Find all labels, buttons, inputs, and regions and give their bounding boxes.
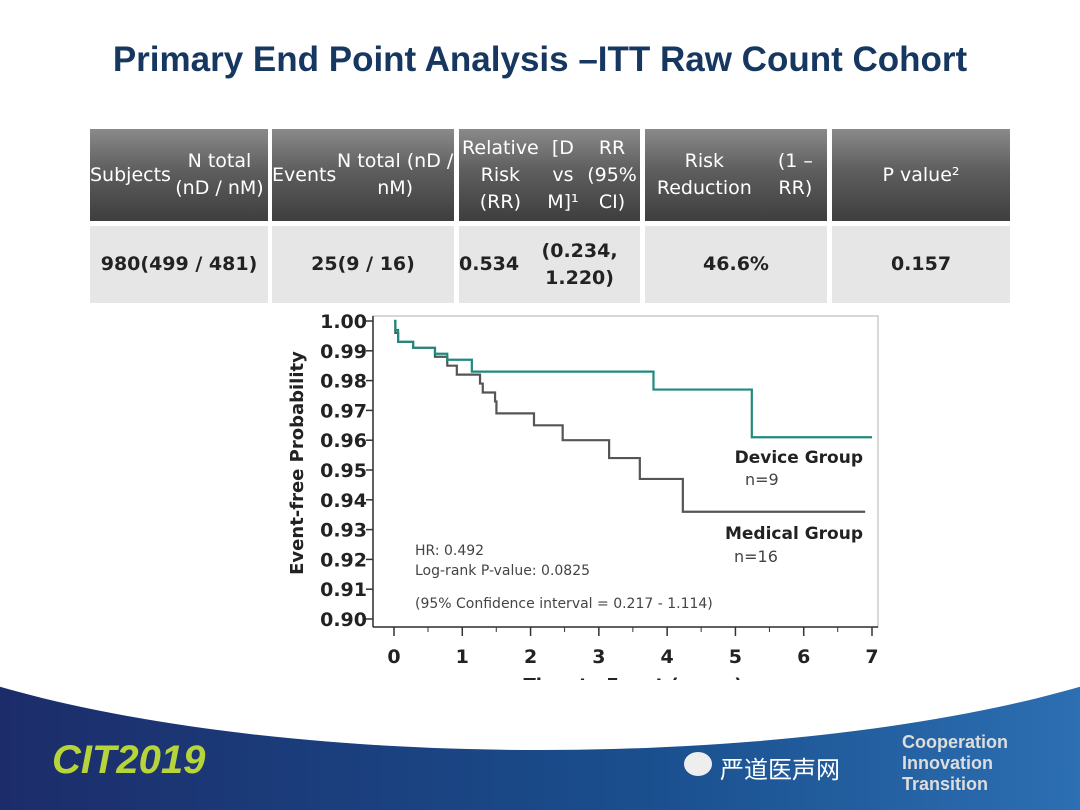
- y-tick-label: 0.90: [320, 609, 367, 631]
- medical-group-line: [394, 319, 866, 513]
- tagline-line: Innovation: [902, 753, 993, 773]
- x-tick-label: 4: [661, 646, 674, 668]
- logrank-annotation: Log-rank P-value: 0.0825: [415, 563, 590, 579]
- y-tick-label: 0.95: [320, 460, 367, 482]
- y-tick-label: 0.99: [320, 341, 367, 363]
- cell-line: (9 / 16): [337, 253, 415, 275]
- header-line: P value²: [882, 163, 960, 186]
- header-line: Relative Risk (RR): [462, 136, 539, 213]
- footer-banner: CIT2019 严道医声网 Cooperation Innovation Tra…: [0, 680, 1080, 810]
- plot-frame: [372, 315, 879, 628]
- y-tick-label: 0.91: [320, 579, 367, 601]
- legend-medical: Medical Group: [725, 524, 863, 544]
- table-cell: 980 (499 / 481): [90, 226, 268, 303]
- x-tick-label: 5: [729, 646, 742, 668]
- table-header: P value²: [832, 129, 1010, 221]
- cell-line: 0.534: [459, 253, 520, 275]
- y-axis-label: Event-free Probability: [287, 351, 308, 575]
- header-line: N total (nD / nM): [175, 150, 264, 199]
- y-tick-label: 0.97: [320, 400, 367, 422]
- x-tick-label: 7: [865, 646, 878, 668]
- cell-line: 0.157: [890, 253, 952, 275]
- tagline-line: Transition: [902, 774, 989, 794]
- slide-title: Primary End Point Analysis –ITT Raw Coun…: [112, 40, 968, 79]
- legend-device: Device Group: [735, 448, 863, 468]
- device-group-line: [394, 319, 872, 439]
- cell-line: 46.6%: [703, 253, 769, 275]
- y-tick-label: 0.98: [320, 371, 367, 393]
- table-cell: 0.534 (0.234, 1.220): [459, 226, 640, 303]
- x-tick-label: 6: [797, 646, 810, 668]
- x-tick-label: 0: [387, 646, 400, 668]
- legend-medical-n: n=16: [734, 547, 778, 566]
- x-tick-label: 1: [456, 646, 469, 668]
- x-tick-label: 3: [592, 646, 605, 668]
- y-tick-label: 1.00: [320, 311, 367, 333]
- y-tick-label: 0.96: [320, 430, 367, 452]
- tagline: Cooperation Innovation Transition: [902, 732, 1008, 795]
- table-header: Events N total (nD / nM): [272, 129, 454, 221]
- y-tick-label: 0.94: [320, 490, 367, 512]
- header-line: Subjects: [90, 163, 171, 186]
- cell-line: (0.234, 1.220): [541, 239, 618, 289]
- header-line: Risk Reduction: [656, 150, 752, 199]
- hr-annotation: HR: 0.492: [415, 543, 484, 559]
- x-tick-label: 2: [524, 646, 537, 668]
- watermark: 严道医声网: [720, 757, 840, 784]
- table-header: Relative Risk (RR) [D vs M]¹ RR (95% CI): [459, 129, 640, 221]
- wechat-icon: [684, 752, 712, 776]
- cell-line: 980: [100, 253, 141, 275]
- table-header: Subjects N total (nD / nM): [90, 129, 268, 221]
- cell-line: (499 / 481): [140, 253, 258, 275]
- legend-device-n: n=9: [745, 470, 779, 489]
- table-cell: 25 (9 / 16): [272, 226, 454, 303]
- header-line: N total (nD / nM): [337, 150, 454, 199]
- table-cell: 46.6%: [645, 226, 827, 303]
- ci-annotation: (95% Confidence interval = 0.217 - 1.114…: [415, 596, 713, 612]
- tagline-line: Cooperation: [902, 732, 1008, 752]
- header-line: Events: [272, 163, 337, 186]
- cell-line: 25: [311, 253, 338, 275]
- header-line: [D vs M]¹: [547, 136, 579, 213]
- y-tick-label: 0.93: [320, 520, 367, 542]
- table-cell: 0.157: [832, 226, 1010, 303]
- y-tick-label: 0.92: [320, 549, 367, 571]
- header-line: RR (95% CI): [587, 136, 637, 213]
- cit-logo: CIT2019: [52, 738, 206, 782]
- header-line: (1 – RR): [777, 150, 813, 199]
- table-header: Risk Reduction (1 – RR): [645, 129, 827, 221]
- km-chart: 1.00 0.99 0.98 0.97 0.96 0.95 0.94 0.93 0.92 0.91…: [287, 311, 879, 696]
